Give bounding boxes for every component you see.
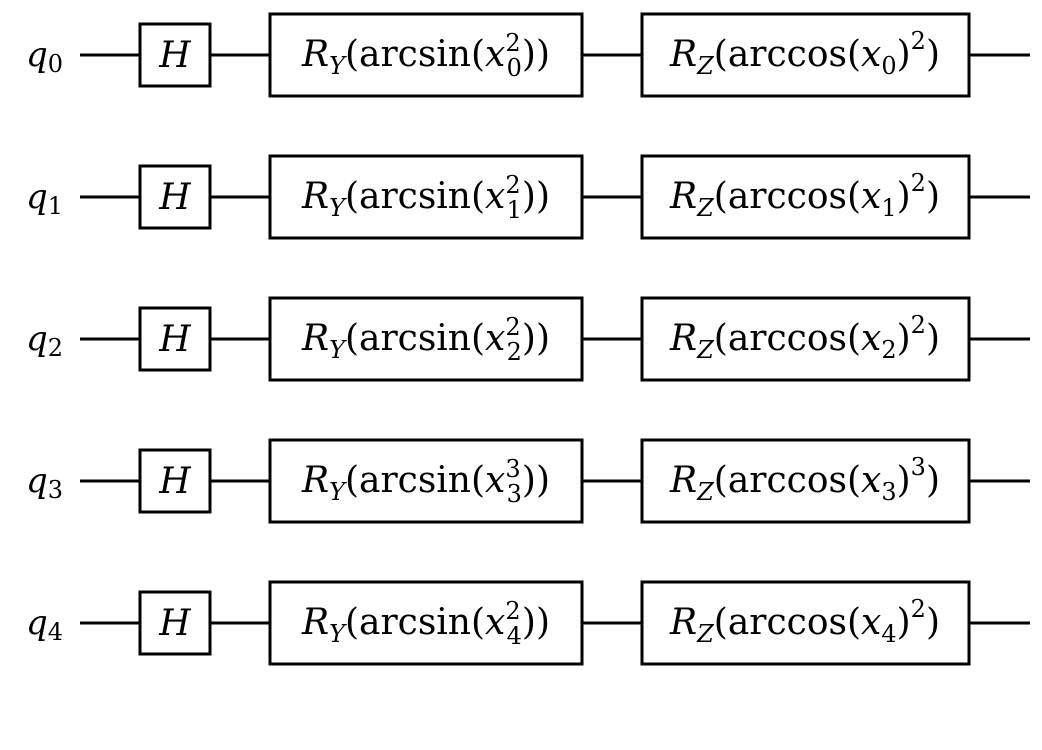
rz-gate-label: RZ(arccos(x3)3) <box>669 453 940 506</box>
ry-gate <box>268 580 584 666</box>
rz-gate-label: RZ(arccos(x1)2) <box>669 169 940 222</box>
hadamard-gate <box>138 164 212 230</box>
hadamard-gate-label: H <box>158 35 191 76</box>
rz-gate <box>640 12 971 98</box>
qubit-row: q0 H RY(arcsin(x2 0)) RZ(arccos(x0)2) <box>26 12 1030 98</box>
hadamard-gate <box>138 306 212 372</box>
qubit-label: q0 <box>26 35 63 78</box>
rz-gate-label: RZ(arccos(x4)2) <box>669 595 940 648</box>
rz-gate-label: RZ(arccos(x0)2) <box>669 27 940 80</box>
qubit-row: q3 H RY(arcsin(x3 3)) RZ(arccos(x3)3) <box>26 438 1030 524</box>
hadamard-gate-label: H <box>158 603 191 644</box>
ry-gate-label: RY(arcsin(x2 0)) <box>301 29 550 82</box>
rz-gate <box>640 438 971 524</box>
qubit-label: q4 <box>26 603 63 646</box>
qubit-row: q4 H RY(arcsin(x2 4)) RZ(arccos(x4)2) <box>26 580 1030 666</box>
rz-gate <box>640 580 971 666</box>
hadamard-gate-label: H <box>158 177 191 218</box>
rz-gate <box>640 154 971 240</box>
qubit-label: q2 <box>26 319 63 362</box>
ry-gate <box>268 154 584 240</box>
qubit-row: q2 H RY(arcsin(x2 2)) RZ(arccos(x2)2) <box>26 296 1030 382</box>
ry-gate-label: RY(arcsin(x2 2)) <box>301 313 550 366</box>
ry-gate-label: RY(arcsin(x2 4)) <box>301 597 550 650</box>
ry-gate <box>268 438 584 524</box>
rz-gate-label: RZ(arccos(x2)2) <box>669 311 940 364</box>
ry-gate <box>268 12 584 98</box>
ry-gate-label: RY(arcsin(x3 3)) <box>301 455 550 508</box>
ry-gate <box>268 296 584 382</box>
ry-gate-label: RY(arcsin(x2 1)) <box>301 171 550 224</box>
hadamard-gate <box>138 448 212 514</box>
qubit-row: q1 H RY(arcsin(x2 1)) RZ(arccos(x1)2) <box>26 154 1030 240</box>
hadamard-gate <box>138 590 212 656</box>
hadamard-gate <box>138 22 212 88</box>
qubit-label: q1 <box>26 177 63 220</box>
hadamard-gate-label: H <box>158 319 191 360</box>
hadamard-gate-label: H <box>158 461 191 502</box>
qubit-label: q3 <box>26 461 63 504</box>
rz-gate <box>640 296 971 382</box>
